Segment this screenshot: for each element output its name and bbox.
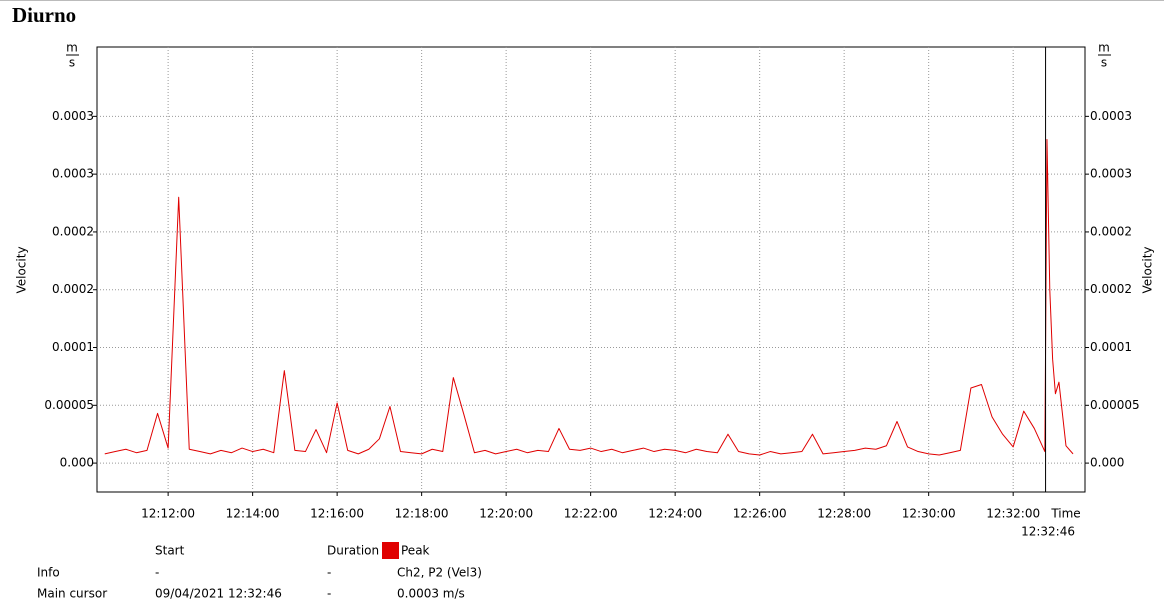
- info-cell: 0.0003 m/s: [397, 587, 465, 600]
- cursor-label: 12:32:46: [1021, 525, 1075, 539]
- y-tick-label: 0.00005: [44, 398, 94, 412]
- y2-axis-label: Velocity: [1141, 246, 1155, 293]
- y-tick-label: 0.0003: [52, 167, 94, 181]
- chart-title: Diurno: [12, 3, 76, 27]
- x-tick-label: 12:20:00: [479, 507, 533, 521]
- unit-den: s: [1101, 56, 1107, 70]
- info-cell: Info: [37, 566, 60, 580]
- x-tick-label: 12:22:00: [564, 507, 618, 521]
- info-cell: Main cursor: [37, 587, 107, 600]
- y-tick-label: 0.0003: [52, 109, 94, 123]
- x-tick-label: 12:24:00: [648, 507, 702, 521]
- y2-tick-label: 0.0003: [1090, 167, 1132, 181]
- y2-tick-label: 0.000: [1090, 456, 1124, 470]
- y2-tick-label: 0.00005: [1090, 398, 1140, 412]
- info-cell: Ch2, P2 (Vel3): [397, 566, 482, 580]
- info-cell: 09/04/2021 12:32:46: [155, 587, 282, 600]
- unit-num: m: [1098, 41, 1110, 55]
- info-cell: -: [327, 587, 331, 600]
- x-tick-label: 12:26:00: [733, 507, 787, 521]
- y2-tick-label: 0.0002: [1090, 224, 1132, 238]
- legend-label: Peak: [401, 544, 430, 558]
- info-header: Duration: [327, 544, 379, 558]
- y-tick-label: 0.0002: [52, 282, 94, 296]
- info-header: Start: [155, 544, 185, 558]
- y-axis-label: Velocity: [15, 246, 29, 293]
- x-axis-label: Time: [1050, 507, 1080, 521]
- x-tick-label: 12:16:00: [310, 507, 364, 521]
- y-tick-label: 0.0001: [52, 340, 94, 354]
- x-tick-label: 12:12:00: [141, 507, 195, 521]
- legend-swatch: [382, 542, 399, 559]
- y2-tick-label: 0.0001: [1090, 340, 1132, 354]
- unit-den: s: [69, 56, 75, 70]
- info-cell: -: [327, 566, 331, 580]
- series-line: [104, 138, 1074, 456]
- y2-tick-label: 0.0003: [1090, 109, 1132, 123]
- x-tick-label: 12:18:00: [395, 507, 449, 521]
- y2-tick-label: 0.0002: [1090, 282, 1132, 296]
- y-tick-label: 0.0002: [52, 224, 94, 238]
- x-tick-label: 12:32:00: [986, 507, 1040, 521]
- info-cell: -: [155, 566, 159, 580]
- unit-num: m: [66, 41, 78, 55]
- x-tick-label: 12:14:00: [226, 507, 280, 521]
- x-tick-label: 12:28:00: [817, 507, 871, 521]
- y-tick-label: 0.000: [60, 456, 94, 470]
- x-tick-label: 12:30:00: [902, 507, 956, 521]
